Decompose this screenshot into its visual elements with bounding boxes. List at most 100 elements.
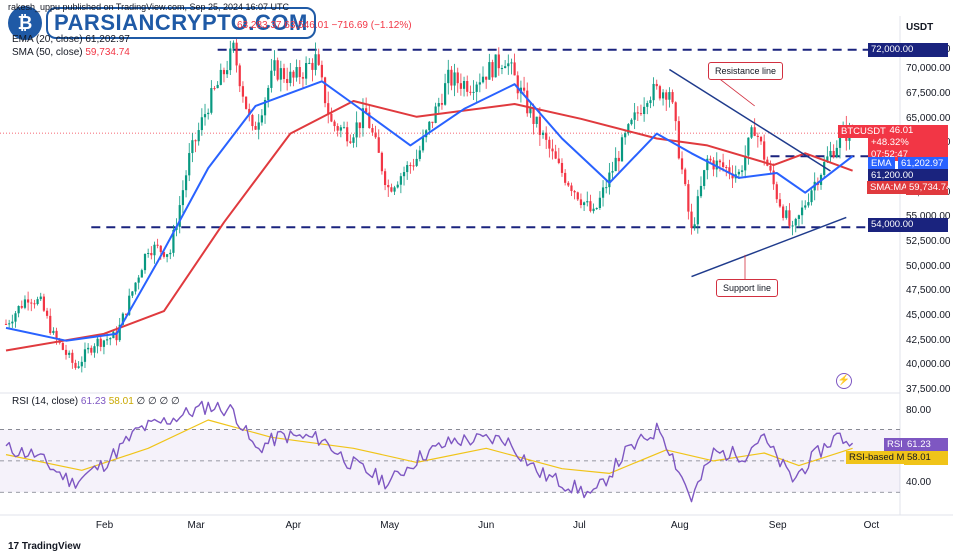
candle-2024-03-04 <box>203 103 207 126</box>
candle-body <box>753 127 756 136</box>
candle-body <box>472 91 475 93</box>
candle-2024-07-22 <box>646 100 649 115</box>
candle-body <box>797 215 801 219</box>
candle-body <box>573 191 576 193</box>
candle-body <box>782 206 785 218</box>
candle-body <box>147 253 150 255</box>
candle-body <box>538 116 541 135</box>
rsi-legend[interactable]: RSI (14, close) 61.23 58.01 ∅ ∅ ∅ ∅ <box>12 396 180 407</box>
candle-2024-04-19 <box>349 134 352 144</box>
candle-body <box>829 150 832 157</box>
sma-legend[interactable]: SMA (50, close) 59,734.74 <box>12 47 130 58</box>
candle-2024-05-20 <box>447 59 450 95</box>
level-61200-tag: 61,200.00 <box>868 169 948 183</box>
candle-2024-09-18 <box>829 141 832 163</box>
candle-body <box>365 108 368 113</box>
candle-2024-05-02 <box>390 183 393 193</box>
candle-2024-09-11 <box>807 193 810 208</box>
candle-2024-09-17 <box>826 146 829 163</box>
candle-body <box>769 165 772 171</box>
candle-2024-05-26 <box>466 75 469 97</box>
candle-body <box>197 130 200 142</box>
candle-2024-05-08 <box>409 162 412 174</box>
candle-body <box>286 78 289 84</box>
candle-2024-05-12 <box>421 129 425 153</box>
candle-2024-01-22 <box>71 349 74 369</box>
candle-2024-03-02 <box>197 122 200 146</box>
candle-2024-01-28 <box>90 345 93 356</box>
candle-2024-02-23 <box>172 224 175 257</box>
candle-2024-01-05 <box>17 305 20 318</box>
candle-body <box>718 160 722 163</box>
candle-2024-02-03 <box>109 337 112 346</box>
candle-2024-06-10 <box>513 53 516 76</box>
candle-2024-03-09 <box>219 63 222 86</box>
candle-body <box>614 157 617 172</box>
candle-body <box>64 349 68 355</box>
candle-body <box>115 331 118 341</box>
candle-2024-04-13 <box>330 107 333 123</box>
candle-2024-07-12 <box>614 147 617 172</box>
candle-2024-09-19 <box>832 144 835 159</box>
candle-body <box>586 201 589 203</box>
candle-body <box>33 303 36 305</box>
candle-body <box>390 187 393 192</box>
candle-body <box>121 313 124 325</box>
ohlc-readout: 63,283.37 63,546.01 −716.69 (−1.12%) <box>237 20 412 31</box>
candle-2024-08-10 <box>706 155 709 180</box>
candle-2024-01-02 <box>8 319 11 329</box>
candle-2024-02-15 <box>147 248 150 258</box>
candle-2024-05-29 <box>475 81 478 104</box>
tradingview-name: TradingView <box>21 541 81 552</box>
candle-2024-08-13 <box>715 152 718 178</box>
candle-body <box>633 112 636 120</box>
candle-body <box>207 112 210 115</box>
candle-body <box>14 313 17 322</box>
candle-body <box>368 112 371 129</box>
candle-body <box>238 65 241 87</box>
price-axis-label: 67,500.00 <box>906 88 951 100</box>
candle-body <box>235 42 238 66</box>
candle-body <box>374 132 377 138</box>
candle-2024-01-25 <box>80 356 83 373</box>
candle-body <box>143 253 147 271</box>
candle-body <box>485 76 488 80</box>
candle-2024-07-20 <box>639 104 643 116</box>
resistance-line-label[interactable]: Resistance line <box>708 62 784 80</box>
candle-2024-01-16 <box>52 327 55 335</box>
candle-body <box>744 155 747 171</box>
candle-2024-08-18 <box>731 165 734 188</box>
candle-body <box>355 122 358 138</box>
currency-label: USDT <box>906 22 934 33</box>
candle-2024-07-05 <box>592 203 595 214</box>
rsi-ma-tag-value: 58.01 <box>904 451 948 465</box>
candle-body <box>560 162 564 173</box>
candle-body <box>630 119 633 125</box>
candle-2024-04-10 <box>320 60 324 81</box>
candle-body <box>715 160 718 170</box>
candle-2024-08-04 <box>687 179 690 220</box>
ema-legend[interactable]: EMA (20, close) 61,202.97 <box>12 34 130 45</box>
candle-body <box>219 69 222 85</box>
candle-2024-03-12 <box>229 40 232 76</box>
candle-body <box>494 54 497 78</box>
ema-tag-label: EMA <box>868 157 895 170</box>
candle-2024-07-09 <box>605 180 608 194</box>
candle-2024-03-16 <box>241 81 245 103</box>
candle-2024-01-06 <box>20 300 23 310</box>
candle-2024-02-12 <box>137 274 140 290</box>
candle-2024-06-02 <box>488 53 491 80</box>
support-line-label[interactable]: Support line <box>716 279 779 297</box>
candle-body <box>504 66 507 69</box>
candle-2024-05-04 <box>396 181 399 189</box>
candle-body <box>68 352 71 355</box>
candle-body <box>314 54 317 70</box>
candle-2024-05-25 <box>462 76 466 97</box>
candle-body <box>804 205 807 208</box>
candle-2024-03-08 <box>216 81 219 89</box>
alert-icon[interactable]: ⚡ <box>836 373 852 389</box>
candle-2024-07-03 <box>586 191 589 207</box>
candle-2024-01-13 <box>42 293 46 312</box>
candle-2024-02-28 <box>188 143 191 182</box>
